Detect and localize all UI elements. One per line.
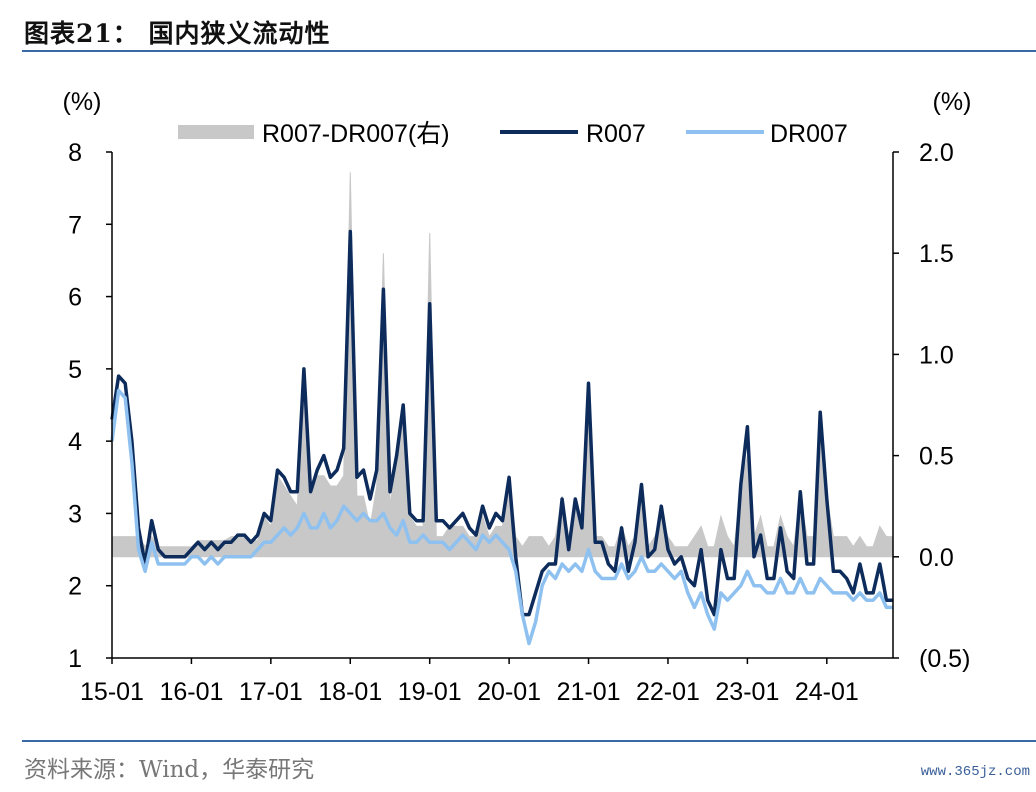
legend-label-r007: R007: [586, 120, 646, 148]
y-left-tick-label: 1: [68, 645, 82, 673]
y-right-tick-label: 1.5: [919, 240, 954, 268]
y-right-tick-label: 2.0: [919, 139, 954, 167]
y-left-tick-label: 7: [68, 211, 82, 239]
y-left-tick-label: 8: [68, 139, 82, 167]
legend-label-spread: R007-DR007(右): [262, 120, 450, 148]
axes: 1 2 3 4 5 6 7 8 (0.5) 0.0 0.5 1.0 1.5 2.0 15-01 16-01 17…: [63, 88, 972, 706]
page-title: 图表21： 国内狭义流动性: [24, 19, 331, 48]
header-divider: [22, 50, 1036, 52]
dr007-series: [110, 388, 893, 646]
footer-divider: [22, 740, 1036, 742]
x-tick-label: 17-01: [239, 678, 303, 706]
x-tick-label: 24-01: [795, 678, 859, 706]
spread-area: [111, 172, 894, 558]
y-left-tick-label: 5: [68, 356, 82, 384]
legend: R007-DR007(右) R007 DR007: [178, 120, 848, 148]
x-tick-label: 21-01: [557, 678, 621, 706]
y-right-tick-label: 1.0: [919, 341, 954, 369]
x-tick-label: 19-01: [398, 678, 462, 706]
legend-swatch-spread: [178, 125, 254, 139]
y-right-unit-label: (%): [933, 88, 972, 116]
x-tick-label: 16-01: [159, 678, 223, 706]
y-right-tick-label: 0.0: [919, 544, 954, 572]
y-left-tick-label: 2: [68, 573, 82, 601]
x-tick-label: 20-01: [477, 678, 541, 706]
y-left-tick-label: 3: [68, 500, 82, 528]
y-left-tick-label: 6: [68, 284, 82, 312]
spread-series-area: [111, 172, 894, 558]
watermark: www.365jz.com: [920, 764, 1030, 780]
x-tick-label: 22-01: [636, 678, 700, 706]
y-left-tick-label: 4: [68, 428, 82, 456]
y-left-unit-label: (%): [63, 88, 102, 116]
y-right-tick-label: 0.5: [919, 443, 954, 471]
liquidity-chart: 1 2 3 4 5 6 7 8 (0.5) 0.0 0.5 1.0 1.5 2.0 15-01 16-01 17…: [63, 88, 972, 706]
source-note: 资料来源：Wind，华泰研究: [24, 757, 315, 783]
dr007-line: [110, 388, 893, 646]
x-tick-label: 23-01: [715, 678, 779, 706]
r007-line: [110, 229, 893, 617]
x-tick-label: 18-01: [318, 678, 382, 706]
legend-label-dr007: DR007: [770, 120, 848, 148]
r007-series: [110, 229, 893, 617]
x-tick-label: 15-01: [80, 678, 144, 706]
y-right-tick-label: (0.5): [919, 645, 970, 673]
